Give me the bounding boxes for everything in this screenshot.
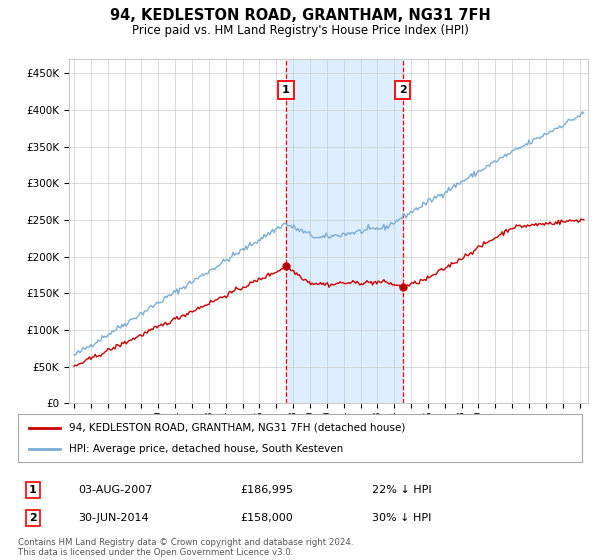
Bar xyxy=(286,59,403,403)
Text: HPI: Average price, detached house, South Kesteven: HPI: Average price, detached house, Sout… xyxy=(69,444,343,454)
Text: 2: 2 xyxy=(399,85,407,95)
Text: Contains HM Land Registry data © Crown copyright and database right 2024.
This d: Contains HM Land Registry data © Crown c… xyxy=(18,538,353,557)
Text: 1: 1 xyxy=(282,85,290,95)
Text: £186,995: £186,995 xyxy=(240,485,293,495)
Text: 1: 1 xyxy=(29,485,37,495)
Text: 03-AUG-2007: 03-AUG-2007 xyxy=(78,485,152,495)
Text: 2: 2 xyxy=(29,513,37,523)
Text: 30% ↓ HPI: 30% ↓ HPI xyxy=(372,513,431,523)
Text: 30-JUN-2014: 30-JUN-2014 xyxy=(78,513,149,523)
Text: 22% ↓ HPI: 22% ↓ HPI xyxy=(372,485,431,495)
Text: £158,000: £158,000 xyxy=(240,513,293,523)
Text: 94, KEDLESTON ROAD, GRANTHAM, NG31 7FH: 94, KEDLESTON ROAD, GRANTHAM, NG31 7FH xyxy=(110,8,490,24)
Text: Price paid vs. HM Land Registry's House Price Index (HPI): Price paid vs. HM Land Registry's House … xyxy=(131,24,469,36)
Text: 94, KEDLESTON ROAD, GRANTHAM, NG31 7FH (detached house): 94, KEDLESTON ROAD, GRANTHAM, NG31 7FH (… xyxy=(69,423,405,433)
